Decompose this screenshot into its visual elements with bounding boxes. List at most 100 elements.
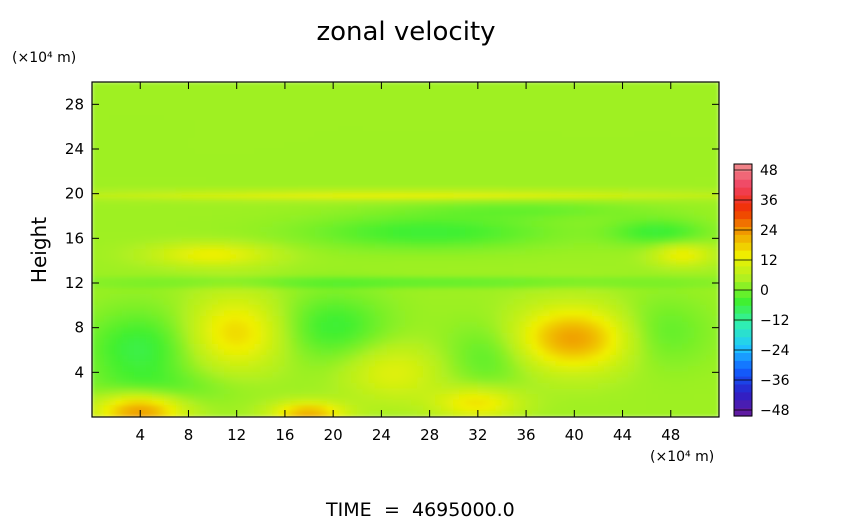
heatmap-cell: [272, 282, 280, 290]
heatmap-cell: [640, 198, 648, 206]
heatmap-cell: [145, 254, 153, 262]
heatmap-cell: [157, 221, 165, 228]
heatmap-cell: [350, 148, 358, 156]
heatmap-cell: [465, 299, 473, 306]
heatmap-cell: [278, 142, 286, 150]
heatmap-cell: [519, 343, 527, 351]
heatmap-cell: [103, 226, 111, 234]
heatmap-cell: [326, 98, 334, 105]
heatmap-cell: [380, 304, 388, 312]
heatmap-cell: [97, 221, 105, 228]
heatmap-cell: [175, 193, 183, 200]
heatmap-cell: [260, 271, 268, 278]
heatmap-cell: [573, 237, 581, 245]
heatmap-cell: [163, 193, 171, 200]
heatmap-cell: [236, 87, 244, 94]
heatmap-cell: [200, 92, 208, 100]
heatmap-cell: [543, 165, 551, 172]
heatmap-cell: [591, 321, 599, 329]
heatmap-cell: [380, 226, 388, 234]
heatmap-cell: [628, 142, 636, 150]
heatmap-cell: [193, 237, 202, 245]
heatmap-cell: [471, 103, 479, 111]
heatmap-cell: [266, 148, 274, 156]
heatmap-cell: [380, 148, 388, 156]
heatmap-cell: [392, 265, 400, 273]
heatmap-cell: [417, 182, 425, 189]
heatmap-cell: [622, 142, 630, 150]
heatmap-cell: [284, 176, 292, 183]
heatmap-cell: [254, 115, 262, 122]
heatmap-cell: [181, 187, 189, 195]
heatmap-cell: [350, 293, 358, 301]
heatmap-cell: [121, 82, 129, 89]
heatmap-cell: [242, 92, 250, 100]
heatmap-cell: [700, 321, 708, 329]
heatmap-cell: [338, 265, 346, 273]
heatmap-cell: [103, 304, 111, 312]
heatmap-cell: [169, 282, 177, 290]
heatmap-cell: [266, 293, 274, 301]
heatmap-cell: [139, 299, 147, 306]
heatmap-cell: [670, 187, 678, 195]
heatmap-cell: [139, 193, 147, 200]
heatmap-cell: [682, 120, 690, 128]
heatmap-cell: [676, 343, 684, 351]
heatmap-cell: [579, 310, 587, 317]
heatmap-cell: [555, 82, 563, 89]
heatmap-cell: [374, 176, 382, 183]
heatmap-cell: [423, 142, 431, 150]
heatmap-cell: [326, 243, 334, 250]
heatmap-cell: [302, 142, 310, 150]
heatmap-cell: [151, 209, 159, 217]
heatmap-cell: [145, 109, 153, 116]
heatmap-cell: [368, 165, 376, 172]
heatmap-cell: [260, 142, 268, 150]
heatmap-cell: [616, 109, 624, 116]
heatmap-cell: [429, 137, 437, 144]
heatmap-cell: [453, 92, 461, 100]
heatmap-cell: [133, 154, 141, 161]
heatmap-cell: [525, 126, 533, 133]
heatmap-cell: [284, 310, 292, 317]
heatmap-cell: [206, 304, 214, 312]
heatmap-cell: [483, 254, 491, 262]
heatmap-cell: [609, 176, 618, 183]
heatmap-cell: [139, 142, 147, 150]
heatmap-cell: [181, 254, 189, 262]
heatmap-cell: [187, 293, 195, 301]
heatmap-cell: [537, 293, 545, 301]
heatmap-cell: [284, 243, 292, 250]
heatmap-cell: [151, 316, 159, 323]
heatmap-cell: [284, 182, 292, 189]
heatmap-cell: [272, 165, 280, 172]
heatmap-cell: [398, 131, 406, 139]
heatmap-cell: [260, 310, 268, 317]
heatmap-cell: [368, 137, 376, 144]
heatmap-cell: [495, 338, 503, 345]
heatmap-cell: [561, 115, 569, 122]
heatmap-cell: [664, 343, 672, 351]
heatmap-cell: [459, 226, 467, 234]
heatmap-cell: [157, 170, 165, 178]
heatmap-cell: [368, 282, 376, 290]
heatmap-cell: [392, 249, 400, 256]
heatmap-cell: [561, 142, 569, 150]
heatmap-cell: [658, 254, 666, 262]
heatmap-cell: [284, 98, 292, 105]
heatmap-cell: [640, 237, 648, 245]
heatmap-cell: [531, 321, 539, 329]
heatmap-cell: [338, 226, 346, 234]
heatmap-cell: [139, 109, 147, 116]
heatmap-cell: [585, 131, 593, 139]
heatmap-cell: [676, 115, 684, 122]
heatmap-cell: [501, 243, 509, 250]
heatmap-cell: [597, 103, 605, 111]
heatmap-cell: [290, 293, 298, 301]
heatmap-cell: [362, 299, 370, 306]
heatmap-cell: [338, 204, 346, 211]
heatmap-cell: [145, 154, 153, 161]
heatmap-cell: [278, 159, 286, 167]
heatmap-cell: [272, 299, 280, 306]
heatmap-cell: [706, 276, 714, 284]
